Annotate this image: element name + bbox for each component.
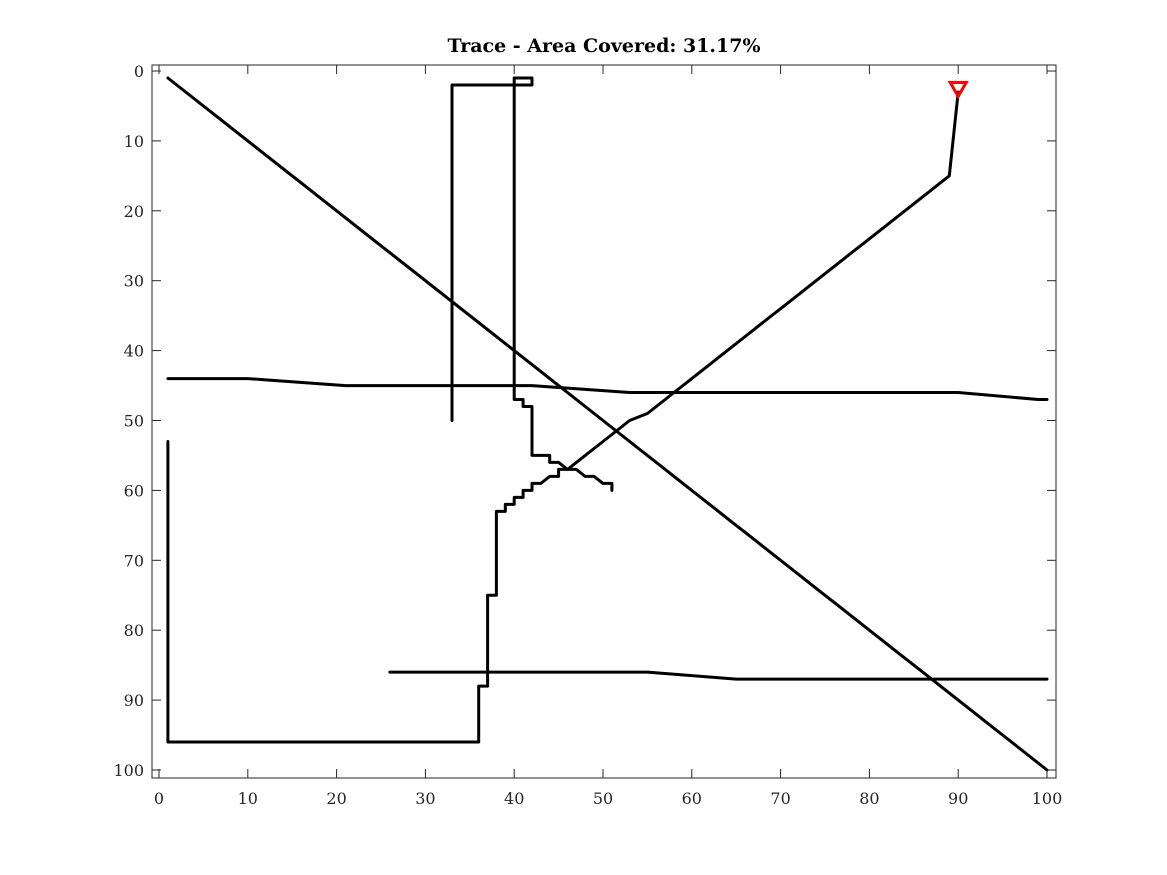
x-tick-label: 90 (948, 789, 968, 808)
x-tick-label: 30 (415, 789, 435, 808)
y-tick-label: 30 (124, 272, 144, 291)
trace-line (166, 76, 1049, 772)
x-tick-label: 60 (682, 789, 702, 808)
x-tick-label: 80 (859, 789, 879, 808)
y-tick-label: 10 (124, 132, 144, 151)
plot-area-frame (151, 64, 1057, 779)
x-tick-label: 0 (154, 789, 164, 808)
x-axis: 0 10 20 30 40 50 60 70 80 90 100 (154, 65, 1062, 808)
y-axis: 0 10 20 30 40 50 60 70 80 90 100 (113, 62, 1056, 780)
chart-title: Trace - Area Covered: 31.17% (447, 35, 760, 57)
y-tick-label: 20 (124, 202, 144, 221)
y-tick-label: 80 (124, 621, 144, 640)
x-tick-label: 10 (238, 789, 258, 808)
y-tick-label: 0 (134, 62, 144, 81)
trace-series (166, 76, 1049, 772)
y-tick-label: 60 (124, 481, 144, 500)
trace-line (450, 76, 614, 492)
marker-layer (947, 80, 969, 100)
trace-line (388, 670, 1049, 681)
x-tick-label: 50 (593, 789, 613, 808)
x-tick-label: 70 (770, 789, 790, 808)
y-tick-label: 40 (124, 342, 144, 361)
x-tick-label: 20 (326, 789, 346, 808)
x-tick-label: 100 (1032, 789, 1063, 808)
y-tick-label: 90 (124, 691, 144, 710)
trace-line (166, 90, 960, 744)
y-tick-label: 50 (124, 412, 144, 431)
end-position-marker (947, 80, 969, 100)
y-tick-label: 100 (113, 761, 144, 780)
trace-line (166, 377, 1049, 401)
y-tick-label: 70 (124, 551, 144, 570)
x-tick-label: 40 (504, 789, 524, 808)
